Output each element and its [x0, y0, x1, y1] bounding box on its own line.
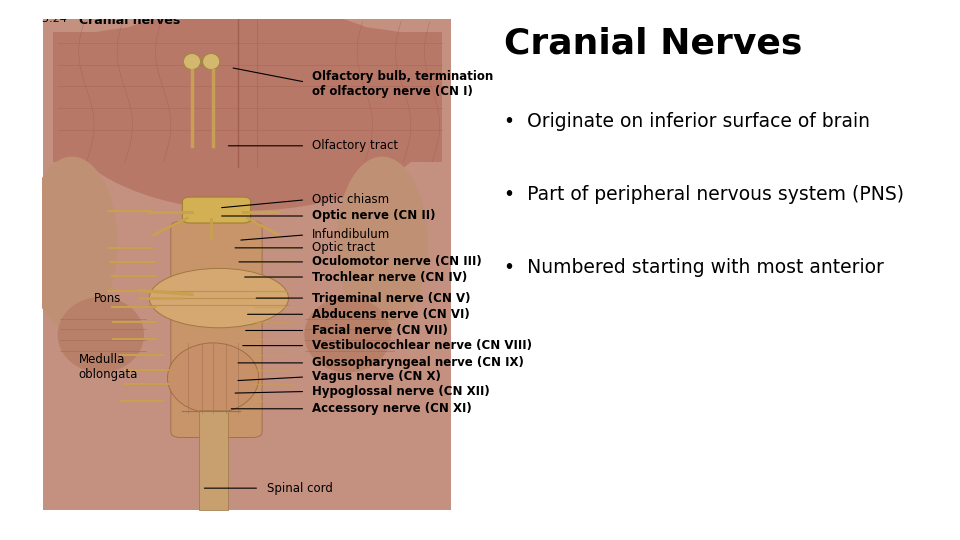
Text: Olfactory tract: Olfactory tract	[312, 139, 398, 152]
Bar	[42, 0, 453, 19]
Text: Cranial nerves: Cranial nerves	[79, 14, 180, 26]
Bar	[53, 32, 442, 162]
Text: Vestibulocochlear nerve (CN VIII): Vestibulocochlear nerve (CN VIII)	[312, 339, 532, 352]
Text: •  Numbered starting with most anterior: • Numbered starting with most anterior	[504, 258, 884, 277]
Text: Medulla
oblongata: Medulla oblongata	[79, 353, 138, 381]
Ellipse shape	[58, 297, 144, 373]
Bar	[453, 0, 960, 540]
Text: Spinal cord: Spinal cord	[267, 482, 333, 495]
Ellipse shape	[203, 53, 220, 70]
Text: Optic nerve (CN II): Optic nerve (CN II)	[312, 210, 436, 222]
FancyBboxPatch shape	[171, 221, 262, 437]
Text: Infundibulum: Infundibulum	[312, 228, 391, 241]
Text: Facial nerve (CN VII): Facial nerve (CN VII)	[312, 324, 448, 337]
Ellipse shape	[26, 157, 117, 329]
FancyBboxPatch shape	[182, 197, 251, 223]
Text: Optic tract: Optic tract	[312, 241, 375, 254]
Bar	[0, 0, 42, 540]
Text: Hypoglossal nerve (CN XII): Hypoglossal nerve (CN XII)	[312, 385, 490, 398]
Text: Glossopharyngeal nerve (CN IX): Glossopharyngeal nerve (CN IX)	[312, 356, 524, 369]
Ellipse shape	[337, 157, 428, 329]
Text: Vagus nerve (CN X): Vagus nerve (CN X)	[312, 370, 441, 383]
Text: •  Originate on inferior surface of brain: • Originate on inferior surface of brain	[504, 112, 870, 131]
Text: Trigeminal nerve (CN V): Trigeminal nerve (CN V)	[312, 292, 470, 305]
Ellipse shape	[56, 5, 440, 211]
Text: Oculomotor nerve (CN III): Oculomotor nerve (CN III)	[312, 255, 482, 268]
Text: Accessory nerve (CN XI): Accessory nerve (CN XI)	[312, 402, 471, 415]
Bar	[42, 511, 453, 540]
Text: Optic chiasm: Optic chiasm	[312, 193, 389, 206]
Text: Trochlear nerve (CN IV): Trochlear nerve (CN IV)	[312, 271, 468, 284]
Text: Fig. 15.24: Fig. 15.24	[12, 14, 66, 24]
Text: Pons: Pons	[94, 292, 122, 305]
Text: Abducens nerve (CN VI): Abducens nerve (CN VI)	[312, 308, 469, 321]
Bar	[199, 410, 228, 510]
Bar	[43, 19, 451, 510]
Ellipse shape	[183, 53, 201, 70]
Text: •  Part of peripheral nervous system (PNS): • Part of peripheral nervous system (PNS…	[504, 185, 904, 204]
Text: Cranial Nerves: Cranial Nerves	[504, 27, 803, 61]
Text: Olfactory bulb, termination
of olfactory nerve (CN I): Olfactory bulb, termination of olfactory…	[312, 70, 493, 98]
Ellipse shape	[304, 297, 391, 373]
Ellipse shape	[150, 268, 288, 328]
Ellipse shape	[167, 343, 259, 413]
Ellipse shape	[56, 22, 440, 76]
